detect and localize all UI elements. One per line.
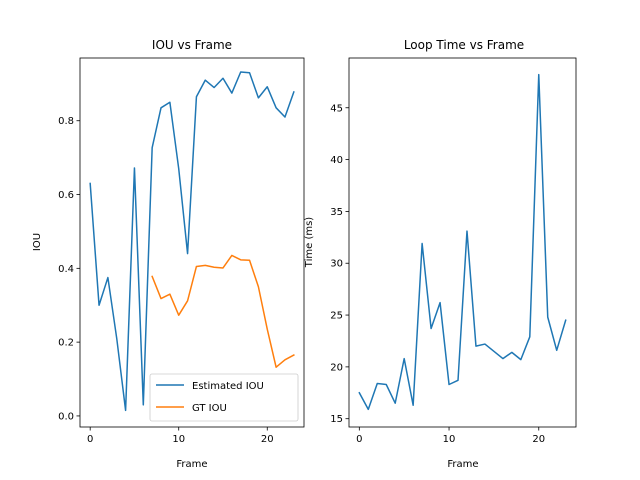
loop-time-y-tick-label: 45: [330, 103, 343, 114]
iou-chart-title: IOU vs Frame: [152, 38, 232, 52]
loop-time-x-tick-label: 0: [356, 434, 362, 445]
iou-chart: IOU vs Frame IOU Frame 0 10 20 0.0 0.2 0.4 0.6…: [32, 38, 305, 470]
loop-time-chart-title: Loop Time vs Frame: [404, 38, 524, 52]
iou-y-tick-label: 0.8: [58, 116, 74, 127]
loop-time-x-tick-label: 10: [443, 434, 456, 445]
iou-chart-ylabel: IOU: [32, 233, 43, 251]
loop-time-chart: Loop Time vs Frame Time (ms) Frame 0 10 20…: [304, 38, 577, 470]
iou-y-tick-label: 0.0: [58, 411, 74, 422]
legend-label-estimated-iou: Estimated IOU: [192, 381, 264, 392]
loop-time-y-tick-label: 35: [330, 207, 343, 218]
legend-frame: [149, 373, 299, 422]
iou-x-tick-label: 10: [172, 434, 185, 445]
loop-time-series-line-0: [358, 73, 567, 411]
iou-chart-frame: [79, 57, 305, 428]
iou-y-tick-label: 0.6: [58, 190, 74, 201]
loop-time-chart-ylabel: Time (ms): [304, 217, 315, 269]
iou-x-tick-label: 0: [87, 434, 93, 445]
loop-time-y-tick-label: 40: [330, 155, 343, 166]
iou-chart-legend: Estimated IOU GT IOU: [149, 373, 299, 422]
iou-chart-xlabel: Frame: [176, 459, 207, 470]
iou-series-line-1: [151, 254, 295, 368]
iou-y-tick-label: 0.4: [58, 264, 74, 275]
loop-time-chart-frame: [348, 57, 577, 428]
iou-series-line-0: [89, 71, 295, 412]
loop-time-y-tick-label: 30: [330, 259, 343, 270]
iou-y-tick-label: 0.2: [58, 338, 74, 349]
loop-time-y-tick-label: 15: [330, 414, 343, 425]
legend-label-gt-iou: GT IOU: [192, 403, 227, 414]
iou-x-tick-label: 20: [261, 434, 274, 445]
loop-time-y-tick-label: 25: [330, 311, 343, 322]
loop-time-chart-xlabel: Frame: [447, 459, 478, 470]
loop-time-x-tick-label: 20: [532, 434, 545, 445]
loop-time-y-tick-label: 20: [330, 362, 343, 373]
